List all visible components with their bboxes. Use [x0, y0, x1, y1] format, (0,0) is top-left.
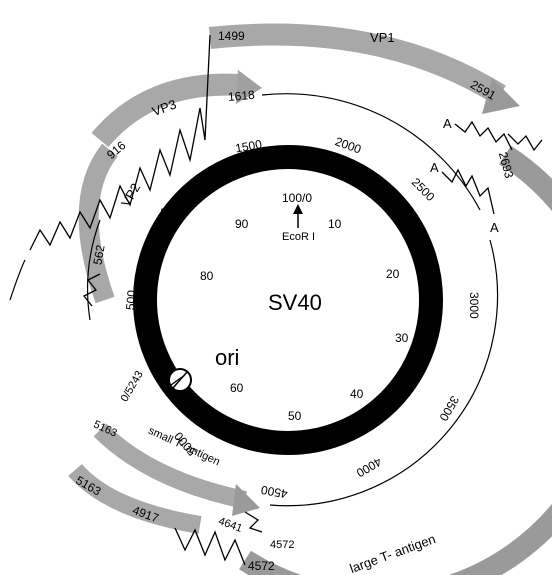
vp2-intron [82, 273, 101, 307]
large-t-junction: 4572 [270, 539, 294, 551]
origin-coord: 0/5243 [119, 369, 146, 404]
map-unit-90: 90 [235, 217, 249, 231]
polya-1 [454, 120, 513, 151]
ring-tick [196, 405, 212, 426]
map-unit-50: 50 [288, 409, 302, 423]
map-unit-80: 80 [200, 269, 214, 283]
map-unit-10: 10 [328, 217, 342, 231]
vp1-arrowhead [482, 78, 520, 114]
vp3-end: 1618 [227, 88, 255, 104]
bp-4000: 4000 [354, 455, 384, 481]
ring-tick [393, 376, 414, 392]
bp-1500: 1500 [234, 137, 263, 155]
vp1-label: VP1 [370, 30, 395, 45]
vp1-arc [208, 23, 506, 105]
vp2-start: 562 [90, 243, 107, 265]
origin-label: ori [215, 345, 239, 370]
small-t-arrowhead [232, 484, 260, 516]
large-t-acceptor: 4572 [248, 559, 275, 573]
small-t-splice: 4641 [217, 515, 244, 535]
bp-4500: 4500 [260, 483, 289, 501]
vp2-label: VP2 [118, 181, 143, 210]
vp1-start: 1499 [218, 29, 245, 43]
polya-label-1: A [443, 116, 452, 131]
ring-tick [140, 251, 164, 261]
ring-tick [412, 339, 436, 349]
ring-tick [239, 152, 249, 176]
bp-500: 500 [123, 289, 139, 310]
bp-2500: 2500 [409, 175, 438, 204]
ecori-arrowhead [293, 204, 303, 214]
polya-3 [507, 133, 543, 152]
origin-marker-slash [171, 370, 189, 390]
vp2-transcript-line [87, 219, 101, 321]
vp3-arrowhead [236, 70, 262, 104]
ring-tick [239, 424, 249, 448]
ring-tick [140, 339, 164, 349]
large-t-left-arc [68, 463, 202, 534]
vp1-intron [29, 34, 211, 251]
map-unit-20: 20 [386, 267, 400, 281]
vp2-arc [78, 143, 119, 304]
late-transcript-line [261, 93, 481, 211]
map-unit-60: 60 [230, 381, 244, 395]
small-t-antigen-arc [93, 423, 247, 509]
large-t-end: 2693 [496, 150, 517, 180]
map-unit-40: 40 [350, 387, 364, 401]
bp-3000: 3000 [467, 292, 481, 319]
ring-tick [162, 376, 183, 392]
ring-tick [327, 152, 337, 176]
leader-line [9, 259, 26, 301]
early-transcript-line [269, 239, 499, 507]
ring-ticks [133, 145, 443, 455]
ring-tick [393, 208, 414, 224]
ring-tick [364, 405, 380, 426]
vp3-arc [91, 73, 241, 148]
map-unit-30: 30 [395, 331, 409, 345]
ecori-label: EcoR I [282, 231, 315, 243]
ring-tick [327, 424, 337, 448]
polya-2 [441, 168, 495, 215]
genome-title: SV40 [268, 290, 322, 315]
ring-tick [196, 174, 212, 195]
large-t-label: large T- antigen [348, 531, 438, 575]
large-t-intron [174, 527, 246, 566]
polya-label-2: A [430, 160, 439, 175]
ring-tick [364, 174, 380, 195]
ring-tick [412, 251, 436, 261]
ring-tick [162, 208, 183, 224]
polya-label-3: A [490, 220, 499, 235]
small-t-intron [244, 511, 263, 533]
ecori-position: 100/0 [282, 191, 312, 205]
